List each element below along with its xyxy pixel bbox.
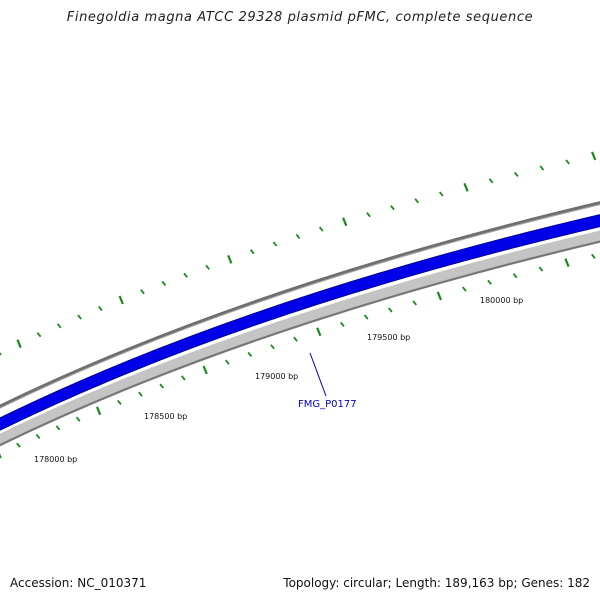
inner-major-tick [564,258,570,268]
inner-major-tick [202,365,208,375]
inner-ring-band [0,230,600,445]
inner-major-tick [0,453,2,459]
inner-minor-tick [35,433,41,440]
inner-minor-tick [181,375,186,381]
inner-minor-tick [55,425,61,431]
outer-minor-tick [183,272,188,278]
inner-minor-tick [538,266,544,272]
inner-minor-tick [363,314,369,320]
inner-minor-tick [387,307,393,313]
outer-major-tick [463,182,469,192]
gene-track[interactable] [0,214,600,434]
outer-minor-tick [318,226,324,232]
inner-minor-tick [270,344,275,350]
outer-minor-tick [36,332,42,338]
outer-major-tick [342,217,348,227]
inner-minor-tick [138,391,143,397]
outer-major-tick [118,295,124,305]
inner-ring-edge [0,240,600,447]
scale-label-178500: 178500 bp [144,412,187,421]
inner-minor-tick [16,442,21,448]
inner-minor-tick [159,383,165,389]
inner-major-tick [316,327,322,337]
accession-text: Accession: NC_010371 [10,576,147,590]
scale-label-179500: 179500 bp [367,333,410,342]
outer-minor-tick [249,249,255,255]
outer-minor-tick [539,165,545,171]
inner-minor-tick [225,359,230,365]
outer-tick-marks [0,151,597,356]
outer-minor-tick [514,171,519,177]
outer-minor-tick [0,352,2,356]
outer-minor-tick [77,314,82,320]
outer-minor-tick [272,241,278,247]
inner-minor-tick [462,286,467,292]
scale-label-179000: 179000 bp [255,372,298,381]
outer-minor-tick [488,178,494,184]
outer-major-tick [591,151,597,161]
inner-major-tick [436,291,442,301]
map-title: Finegoldia magna ATCC 29328 plasmid pFMC… [66,10,534,25]
inner-minor-tick [591,253,596,259]
outer-ring-line [0,201,600,408]
inner-minor-tick [412,300,417,306]
gene-label-leader [309,352,327,397]
scale-label-180000: 180000 bp [480,296,523,305]
scale-label-178000: 178000 bp [34,455,77,464]
inner-minor-tick [487,279,492,285]
inner-minor-tick [293,336,298,342]
outer-ring-highlight [0,204,600,409]
outer-minor-tick [205,264,210,270]
inner-minor-tick [75,416,81,422]
inner-tick-marks [0,253,596,459]
outer-minor-tick [366,212,371,218]
gene-track-edge-top [0,214,600,419]
topology-summary: Topology: circular; Length: 189,163 bp; … [283,576,590,590]
inner-major-tick [96,406,102,416]
inner-minor-tick [247,351,253,357]
outer-major-tick [227,254,233,264]
inner-minor-tick [340,321,345,327]
outer-minor-tick [414,198,420,204]
outer-minor-tick [98,305,103,312]
outer-minor-tick [161,280,167,286]
outer-minor-tick [56,323,62,329]
outer-minor-tick [140,289,145,295]
gene-label-fmg-p0177[interactable]: FMG_P0177 [298,399,357,410]
outer-major-tick [16,339,22,349]
inner-minor-tick [117,399,122,405]
gene-track-edge-bottom [0,226,600,431]
outer-minor-tick [390,205,395,211]
inner-minor-tick [512,273,518,279]
outer-minor-tick [565,159,570,165]
outer-minor-tick [295,233,301,240]
outer-minor-tick [438,191,444,197]
